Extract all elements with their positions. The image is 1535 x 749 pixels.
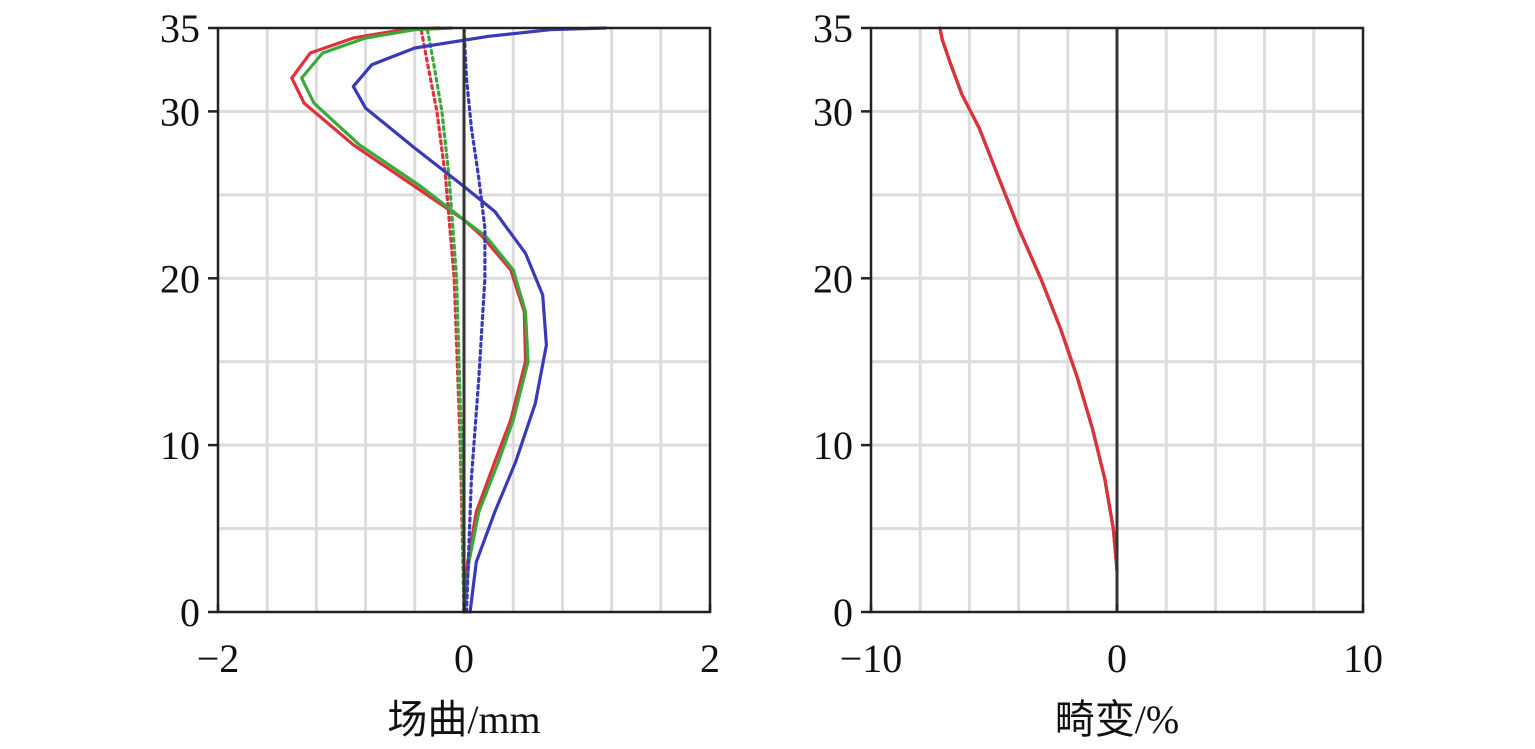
y-tick-label: 35: [813, 6, 853, 51]
y-tick-label: 10: [813, 423, 853, 468]
y-tick-label: 0: [180, 590, 200, 635]
field-curvature-series-line-6: [462, 26, 487, 614]
distortion-x-ticks: −10 0 10: [840, 636, 1383, 681]
field-curvature-x-ticks: −2 0 2: [197, 636, 720, 681]
field-curvature-axes: [208, 26, 712, 614]
distortion-series: [938, 26, 1119, 572]
y-tick-label: 20: [813, 256, 853, 301]
distortion-series-line-3: [938, 26, 1119, 572]
distortion-series-line-2: [938, 26, 1119, 572]
y-tick-label: 30: [813, 89, 853, 134]
x-tick-label: −2: [197, 636, 240, 681]
x-tick-label: 0: [1107, 636, 1127, 681]
y-tick-label: 35: [160, 6, 200, 51]
x-tick-label: 10: [1343, 636, 1383, 681]
y-tick-label: 0: [833, 590, 853, 635]
distortion-y-ticks: 0 10 20 30 35: [813, 6, 853, 635]
field-curvature-series: [290, 26, 608, 614]
field-curvature-series-line-4: [425, 26, 466, 614]
distortion-axes: [861, 26, 1365, 614]
field-curvature-y-ticks: 0 10 20 30 35: [160, 6, 200, 635]
x-tick-label: 0: [454, 636, 474, 681]
distortion-x-axis-label: 畸变/%: [1055, 697, 1179, 742]
y-tick-label: 10: [160, 423, 200, 468]
field-curvature-x-axis-label: 场曲/mm: [387, 697, 540, 742]
field-curvature-series-line-5: [351, 26, 608, 614]
y-tick-label: 30: [160, 89, 200, 134]
field-curvature-series-line-3: [300, 26, 530, 614]
distortion-series-line-1: [938, 26, 1119, 572]
x-tick-label: 2: [700, 636, 720, 681]
x-tick-label: −10: [840, 636, 903, 681]
y-tick-label: 20: [160, 256, 200, 301]
